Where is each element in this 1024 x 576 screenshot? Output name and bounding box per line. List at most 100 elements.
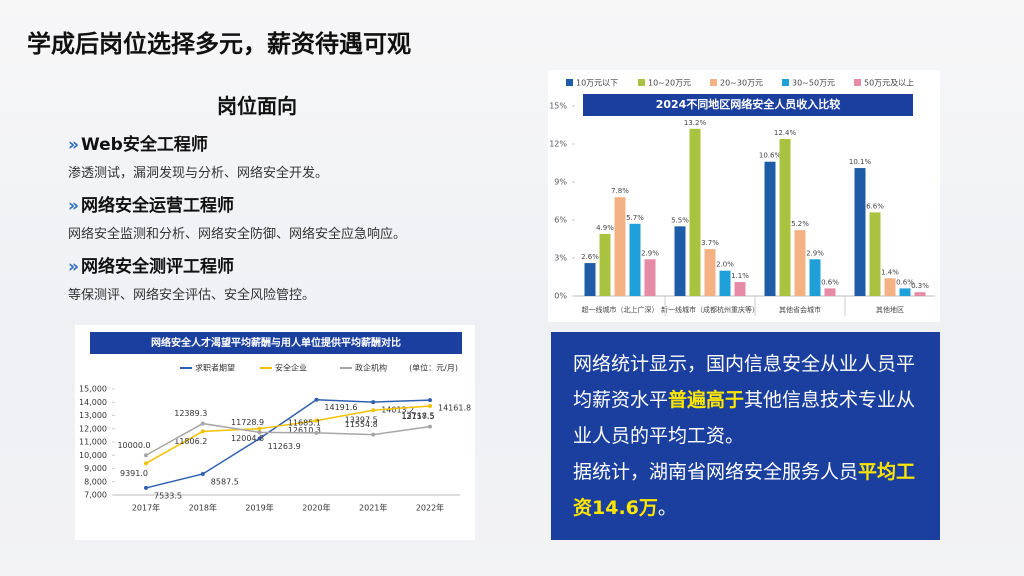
data-label: 12.4% [774, 129, 797, 137]
data-label: 14191.6 [324, 403, 357, 412]
data-point [200, 429, 205, 434]
y-tick-label: 0% [554, 292, 567, 301]
bar [719, 270, 731, 296]
x-tick-label: 2022年 [416, 503, 444, 513]
data-point [144, 485, 148, 490]
bar [914, 292, 926, 296]
bar [599, 233, 611, 296]
legend-swatch [638, 79, 645, 86]
bar [674, 226, 686, 296]
y-tick-label: 12% [549, 140, 567, 149]
position-name: 网络安全运营工程师 [68, 191, 234, 216]
data-label: 10.6% [759, 152, 782, 160]
data-label: 9391.0 [120, 469, 148, 478]
data-label: 11685.1 [288, 418, 321, 427]
y-tick-label: 6% [554, 216, 567, 225]
bar [644, 259, 656, 296]
position-name: 网络安全测评工程师 [68, 252, 234, 277]
data-label: 6.6% [866, 202, 884, 210]
data-label: 5.2% [791, 220, 809, 228]
data-label: 5.7% [626, 214, 644, 222]
x-tick-label: 2017年 [132, 503, 160, 513]
data-label: 13.2% [684, 119, 707, 127]
data-label: 8587.5 [211, 477, 239, 486]
data-point [144, 461, 148, 466]
bar-title-banner [583, 94, 913, 116]
bar [884, 278, 896, 296]
data-point [371, 408, 376, 413]
data-point [314, 397, 319, 402]
x-tick-label: 2020年 [302, 503, 330, 513]
data-label: 2.9% [641, 249, 659, 257]
x-tick-label: 2021年 [359, 503, 387, 513]
x-tick-label: 2019年 [245, 503, 273, 513]
bar [824, 288, 836, 296]
summary-box: 网络统计显示，国内信息安全从业人员平均薪资水平普遍高于其他信息技术专业从业人员的… [551, 332, 940, 540]
data-label: 14013.2 [381, 406, 414, 415]
legend-label: 政企机构 [355, 363, 387, 373]
data-label: 7.8% [611, 187, 629, 195]
data-label: 3.7% [701, 239, 719, 247]
data-label: 5.5% [671, 216, 689, 224]
x-tick-label: 2018年 [189, 503, 217, 513]
legend-label: 50万元及以上 [864, 79, 914, 88]
legend-swatch [710, 79, 717, 86]
legend-label: 10万元以下 [576, 79, 618, 88]
data-label: 0.6% [896, 278, 914, 286]
data-label: 12157.5 [401, 412, 434, 421]
bar [899, 288, 911, 296]
data-label: 2.0% [716, 261, 734, 269]
data-point [428, 403, 432, 408]
data-label: 11263.9 [268, 442, 301, 451]
data-label: 0.6% [821, 278, 839, 286]
data-point [428, 424, 432, 429]
legend-label: 10~20万元 [648, 79, 691, 88]
summary-paragraph: 网络统计显示，国内信息安全从业人员平均薪资水平普遍高于其他信息技术专业从业人员的… [573, 346, 918, 454]
data-label: 12004.8 [231, 434, 264, 443]
y-tick-label: 8,000 [84, 477, 107, 486]
data-point [257, 436, 262, 441]
summary-highlight: 平均工资14.6万 [573, 461, 916, 519]
series-line [145, 422, 431, 456]
x-tick-label: 新一线城市（成都杭州重庆等） [661, 305, 759, 314]
legend-label: 求职者期望 [195, 363, 235, 373]
data-label: 4.9% [596, 224, 614, 232]
data-label: 11554.8 [345, 420, 378, 429]
bar [704, 249, 716, 296]
chart-title: 2024不同地区网络安全人员收入比较 [656, 97, 841, 111]
position-desc: 等保测评、网络安全评估、安全风险管控。 [68, 288, 316, 303]
data-point [371, 432, 376, 437]
data-label: 10.1% [849, 158, 872, 166]
bar [779, 138, 791, 296]
bar [764, 161, 776, 296]
bar [629, 223, 641, 296]
y-tick-label: 7,000 [84, 491, 107, 500]
summary-text: 据统计，湖南省网络安全服务人员 [573, 461, 859, 483]
y-tick-label: 15% [549, 102, 567, 111]
data-label: 11728.9 [231, 418, 264, 427]
data-label: 13397.5 [345, 416, 378, 425]
series-line [145, 405, 431, 464]
summary-text: 网络统计显示，国内信息安全从业人员平均薪资水平 [573, 353, 916, 411]
y-tick-label: 12,000 [79, 424, 107, 433]
unit-note: (单位：元/月) [409, 363, 458, 373]
legend-swatch [566, 79, 573, 86]
position-desc: 网络安全监测和分析、网络安全防御、网络安全应急响应。 [68, 227, 407, 242]
bar [794, 230, 806, 296]
position-name: Web安全工程师 [68, 130, 208, 155]
legend-swatch [782, 79, 789, 86]
legend-swatch [854, 79, 861, 86]
y-tick-label: 14,000 [79, 398, 107, 407]
legend-label: 安全企业 [275, 363, 307, 373]
bar [614, 197, 626, 296]
section-heading: 岗位面向 [217, 94, 297, 118]
legend-label: 30~50万元 [792, 79, 835, 88]
chart-title: 网络安全人才渴望平均薪酬与用人单位提供平均薪酬对比 [151, 336, 401, 349]
y-tick-label: 11,000 [79, 438, 107, 447]
data-point [371, 400, 376, 405]
data-label: 10000.0 [117, 441, 150, 450]
data-label: 7533.5 [154, 491, 182, 500]
y-tick-label: 15,000 [79, 385, 107, 394]
